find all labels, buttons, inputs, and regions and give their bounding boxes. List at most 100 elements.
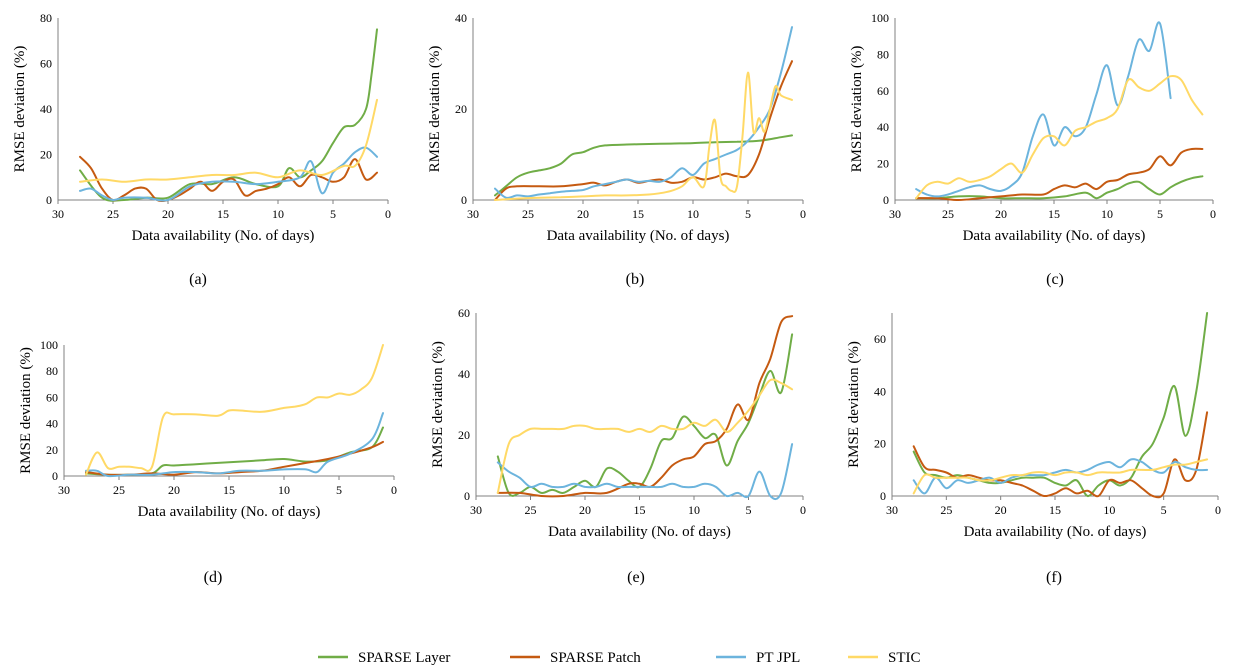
panel-caption: (e) [627, 569, 645, 586]
chart-panel-b: 30 25 20 15 10 5 0 0 20 40 Data availability (No. … [427, 11, 806, 288]
x-axis-label: Data availability (No. of days) [963, 228, 1146, 244]
y-tick-label: 0 [883, 193, 889, 207]
y-tick-label: 20 [874, 437, 886, 451]
x-axis-label: Data availability (No. of days) [548, 524, 731, 540]
x-tick-label: 25 [942, 207, 954, 221]
x-tick-label: 15 [1049, 503, 1061, 517]
x-tick-label: 20 [579, 503, 591, 517]
x-tick-label: 0 [385, 207, 391, 221]
x-tick-label: 30 [52, 207, 64, 221]
y-tick-label: 40 [458, 367, 470, 381]
series-line-pt-jpl [85, 412, 384, 478]
y-tick-label: 20 [458, 428, 470, 442]
y-tick-label: 60 [40, 57, 52, 71]
x-tick-label: 0 [1210, 207, 1216, 221]
y-axis-label: RMSE deviation (%) [430, 341, 446, 468]
x-tick-label: 25 [525, 503, 537, 517]
y-tick-label: 20 [40, 148, 52, 162]
x-tick-label: 10 [688, 503, 700, 517]
x-tick-label: 15 [632, 207, 644, 221]
y-tick-label: 80 [877, 47, 889, 61]
x-tick-label: 30 [470, 503, 482, 517]
legend-label: SPARSE Patch [550, 650, 641, 666]
x-tick-label: 15 [223, 483, 235, 497]
x-tick-label: 30 [467, 207, 479, 221]
panel-caption: (d) [204, 569, 223, 586]
legend-label: SPARSE Layer [358, 650, 450, 666]
x-tick-label: 10 [272, 207, 284, 221]
y-tick-label: 60 [877, 84, 889, 98]
y-tick-label: 60 [874, 332, 886, 346]
series-line-sparse-patch [79, 155, 378, 203]
x-tick-label: 10 [1101, 207, 1113, 221]
x-axis-label: Data availability (No. of days) [964, 524, 1147, 540]
series-line-sparse-patch [912, 411, 1209, 499]
series-line-sparse-layer [494, 134, 793, 197]
series-line-stic [496, 378, 794, 494]
y-axis-label: RMSE deviation (%) [427, 46, 443, 173]
x-tick-label: 15 [634, 503, 646, 517]
series-line-stic [494, 71, 793, 201]
y-tick-label: 40 [877, 120, 889, 134]
y-axis-label: RMSE deviation (%) [846, 341, 862, 468]
x-tick-label: 10 [278, 483, 290, 497]
legend-label: STIC [888, 650, 921, 666]
series-line-stic [85, 344, 384, 476]
y-axis-label: RMSE deviation (%) [18, 347, 34, 474]
x-tick-label: 10 [687, 207, 699, 221]
x-tick-label: 30 [889, 207, 901, 221]
x-tick-label: 5 [746, 503, 752, 517]
y-tick-label: 0 [46, 193, 52, 207]
y-tick-label: 20 [877, 157, 889, 171]
y-tick-label: 80 [40, 11, 52, 25]
chart-panel-e: 30 25 20 15 10 5 0 0 20 40 60 Data availability (No… [430, 306, 806, 586]
series-line-stic [79, 98, 378, 183]
x-tick-label: 5 [336, 483, 342, 497]
x-axis-label: Data availability (No. of days) [132, 228, 315, 244]
x-tick-label: 30 [886, 503, 898, 517]
legend-label: PT JPL [756, 650, 800, 666]
y-axis-label: RMSE deviation (%) [849, 46, 865, 173]
x-axis-label: Data availability (No. of days) [547, 228, 730, 244]
series-line-sparse-layer [496, 333, 794, 497]
panel-caption: (a) [189, 271, 207, 288]
y-tick-label: 40 [874, 384, 886, 398]
legend: SPARSE Layer SPARSE Patch PT JPL STIC [318, 650, 921, 666]
x-tick-label: 15 [217, 207, 229, 221]
y-tick-label: 0 [464, 489, 470, 503]
y-tick-label: 0 [880, 489, 886, 503]
series-line-sparse-patch [496, 315, 794, 498]
series-line-sparse-patch [494, 60, 793, 201]
panel-caption: (b) [626, 271, 645, 288]
x-tick-label: 0 [391, 483, 397, 497]
x-axis-label: Data availability (No. of days) [138, 504, 321, 520]
x-tick-label: 30 [58, 483, 70, 497]
y-tick-label: 100 [40, 338, 58, 352]
y-tick-label: 20 [455, 102, 467, 116]
series-line-pt-jpl [915, 21, 1172, 198]
chart-panel-f: 30 25 20 15 10 5 0 0 20 40 60 Data availability (No… [846, 312, 1221, 586]
panel-caption: (f) [1046, 569, 1062, 586]
x-tick-label: 25 [522, 207, 534, 221]
series-line-stic [912, 458, 1209, 495]
chart-panel-d: 30 25 20 15 10 5 0 0 20 40 60 80 100 Data availabilit… [18, 338, 397, 586]
y-tick-label: 40 [40, 102, 52, 116]
x-tick-label: 20 [995, 207, 1007, 221]
y-tick-label: 40 [455, 11, 467, 25]
x-tick-label: 20 [162, 207, 174, 221]
y-tick-label: 40 [46, 417, 58, 431]
x-tick-label: 0 [800, 503, 806, 517]
y-axis-label: RMSE deviation (%) [12, 46, 28, 173]
series-line-pt-jpl [494, 26, 793, 199]
chart-panel-c: 30 25 20 15 10 5 0 0 20 40 60 80 100 Data availabilit… [849, 11, 1216, 288]
series-line-sparse-layer [912, 312, 1209, 498]
panel-caption: (c) [1046, 271, 1064, 288]
x-tick-label: 0 [800, 207, 806, 221]
x-tick-label: 25 [940, 503, 952, 517]
y-tick-label: 0 [461, 193, 467, 207]
series-line-pt-jpl [79, 146, 378, 202]
x-tick-label: 5 [330, 207, 336, 221]
y-tick-label: 0 [52, 469, 58, 483]
y-tick-label: 60 [458, 306, 470, 320]
